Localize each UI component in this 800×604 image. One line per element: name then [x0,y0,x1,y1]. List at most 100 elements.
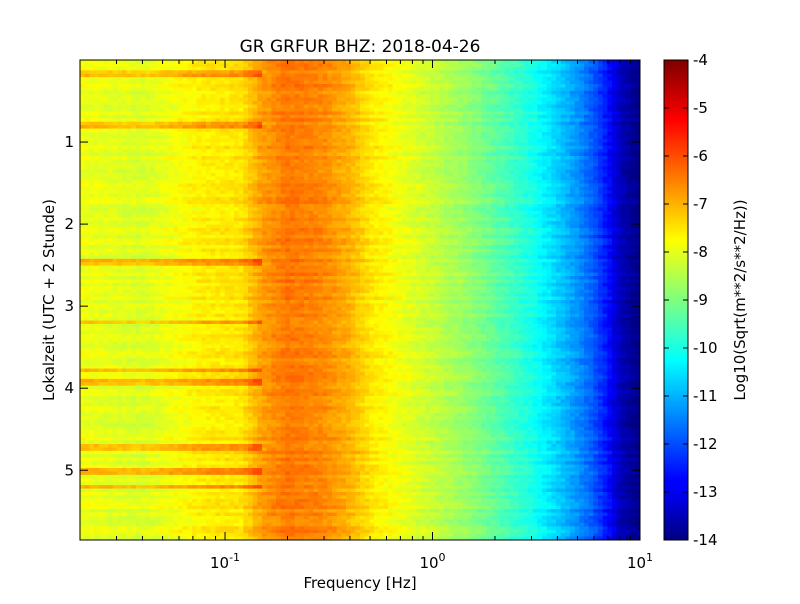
heatmap-cell [262,177,267,181]
heatmap-cell [103,67,108,71]
heatmap-cell [463,173,468,177]
heatmap-cell [453,146,458,150]
heatmap-cell [183,139,188,143]
heatmap-cell [565,197,570,201]
heatmap-cell [234,81,239,85]
heatmap-cell [421,125,426,129]
heatmap-cell [500,173,505,177]
heatmap-cell [617,159,622,163]
heatmap-cell [337,60,342,64]
heatmap-cell [355,194,360,198]
heatmap-cell [416,84,421,88]
heatmap-cell [276,91,281,95]
heatmap-cell [612,98,617,102]
heatmap-cell [159,105,164,109]
heatmap-cell [327,98,332,102]
heatmap-cell [267,153,272,157]
heatmap-cell [369,115,374,119]
heatmap-cell [201,197,206,201]
heatmap-cell [425,159,430,163]
heatmap-cell [229,81,234,85]
heatmap-cell [505,122,510,126]
heatmap-cell [509,132,514,136]
heatmap-cell [103,105,108,109]
heatmap-cell [603,183,608,187]
heatmap-cell [187,108,192,112]
heatmap-cell [626,77,631,81]
heatmap-cell [183,177,188,181]
heatmap-cell [136,81,141,85]
heatmap-cell [500,98,505,102]
heatmap-cell [155,108,160,112]
heatmap-cell [211,81,216,85]
heatmap-cell [402,183,407,187]
heatmap-cell [542,170,547,174]
heatmap-cell [411,187,416,191]
heatmap-cell [285,101,290,105]
heatmap-cell [341,146,346,150]
heatmap-cell [561,194,566,198]
heatmap-cell [290,77,295,81]
heatmap-cell [211,146,216,150]
heatmap-cell [150,81,155,85]
heatmap-cell [402,187,407,191]
heatmap-cell [369,201,374,205]
heatmap-cell [593,98,598,102]
heatmap-cell [80,197,85,201]
heatmap-cell [271,81,276,85]
heatmap-cell [360,98,365,102]
heatmap-cell [178,173,183,177]
heatmap-cell [108,87,113,91]
heatmap-cell [234,159,239,163]
heatmap-cell [621,139,626,143]
heatmap-cell [355,91,360,95]
heatmap-cell [155,74,160,78]
heatmap-cell [257,153,262,157]
heatmap-cell [239,122,244,126]
heatmap-cell [612,149,617,153]
heatmap-cell [383,159,388,163]
heatmap-cell [253,105,258,109]
heatmap-cell [211,74,216,78]
heatmap-cell [397,74,402,78]
heatmap-cell [379,98,384,102]
heatmap-cell [248,187,253,191]
heatmap-cell [393,60,398,64]
heatmap-cell [103,183,108,187]
heatmap-cell [435,60,440,64]
heatmap-cell [201,63,206,67]
heatmap-cell [346,63,351,67]
heatmap-cell [355,81,360,85]
heatmap-cell [150,91,155,95]
heatmap-cell [267,197,272,201]
heatmap-cell [281,201,286,205]
heatmap-cell [99,91,104,95]
heatmap-cell [225,77,230,81]
heatmap-cell [369,197,374,201]
heatmap-cell [341,201,346,205]
heatmap-cell [411,153,416,157]
heatmap-cell [593,125,598,129]
heatmap-cell [397,180,402,184]
heatmap-cell [281,84,286,88]
heatmap-cell [94,101,99,105]
heatmap-cell [85,81,90,85]
heatmap-cell [393,135,398,139]
heatmap-cell [243,81,248,85]
heatmap-cell [467,177,472,181]
heatmap-cell [491,98,496,102]
heatmap-cell [295,111,300,115]
heatmap-cell [556,173,561,177]
heatmap-cell [402,77,407,81]
heatmap-cell [500,129,505,133]
heatmap-cell [523,115,528,119]
heatmap-cell [267,91,272,95]
heatmap-cell [229,101,234,105]
heatmap-cell [332,177,337,181]
heatmap-cell [509,180,514,184]
heatmap-cell [467,108,472,112]
heatmap-cell [169,81,174,85]
heatmap-cell [187,170,192,174]
heatmap-cell [323,125,328,129]
heatmap-cell [229,125,234,129]
